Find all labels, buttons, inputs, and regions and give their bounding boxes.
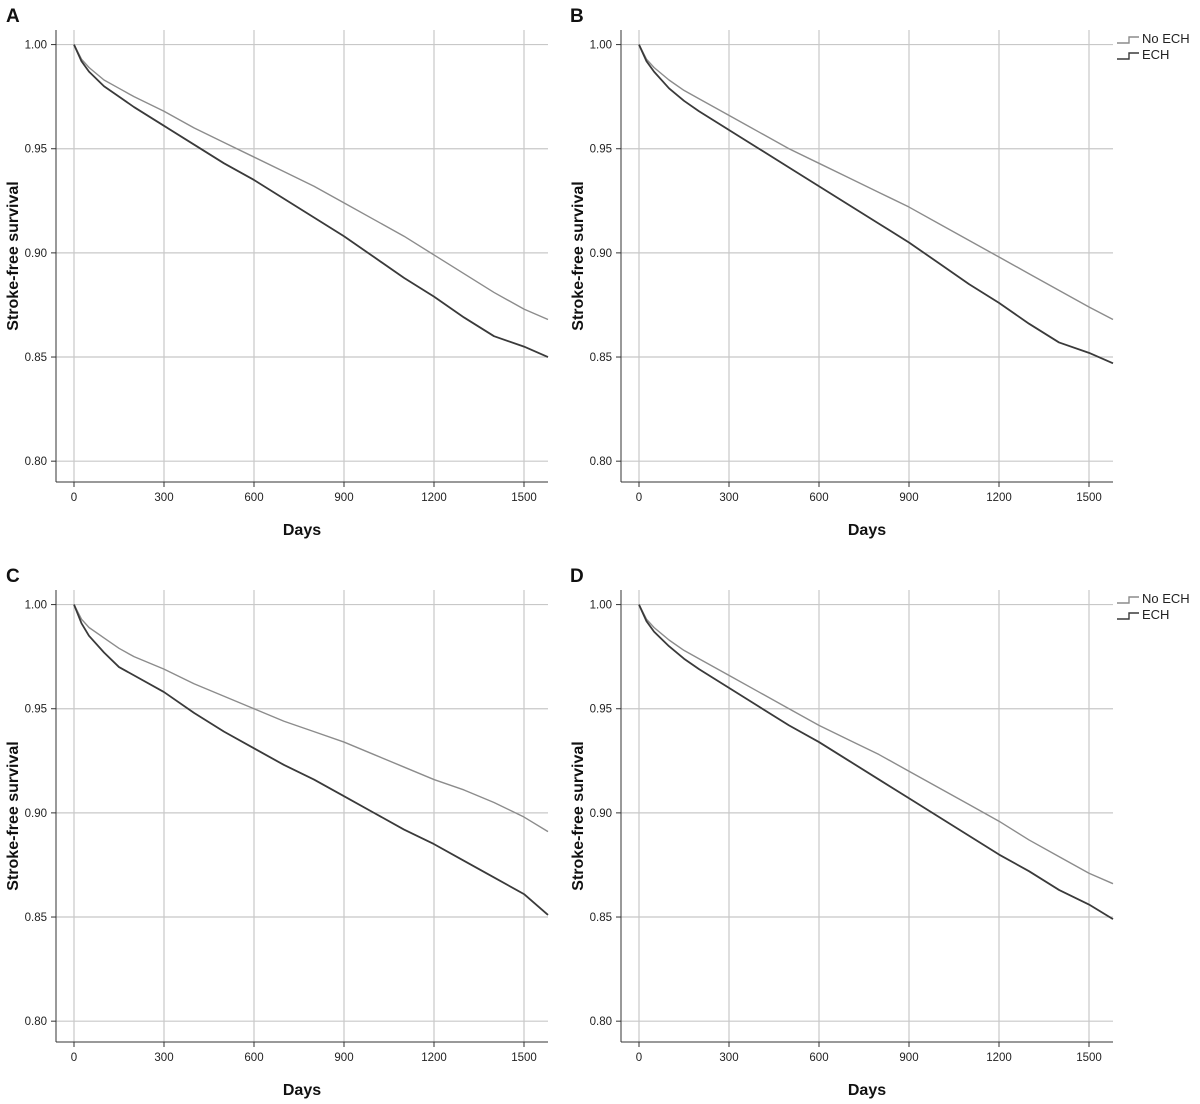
x-axis-title: Days bbox=[848, 522, 886, 539]
panel-b: B 0 300 600 900 1200 1500 0.80 0.85 0.90 0.95 1.00 D… bbox=[570, 6, 1190, 539]
x-tick-label: 1500 bbox=[1076, 1052, 1102, 1064]
x-tick-label: 600 bbox=[809, 1052, 828, 1064]
y-tick-label: 0.80 bbox=[25, 456, 47, 468]
x-axis-title: Days bbox=[848, 1082, 886, 1099]
y-tick-label: 0.95 bbox=[25, 704, 47, 716]
x-tick-label: 900 bbox=[899, 1052, 918, 1064]
y-tick-label: 0.85 bbox=[25, 352, 47, 364]
y-tick-label: 0.90 bbox=[590, 808, 612, 820]
x-tick-label: 1200 bbox=[421, 492, 447, 504]
series-line-no-ech bbox=[73, 604, 549, 833]
y-tick-label: 1.00 bbox=[590, 40, 612, 52]
legend-label: ECH bbox=[1142, 607, 1169, 622]
y-tick-label: 0.85 bbox=[25, 912, 47, 924]
series-line-ech bbox=[73, 44, 549, 358]
y-tick-label: 0.90 bbox=[25, 808, 47, 820]
x-axis-title: Days bbox=[283, 1082, 321, 1099]
panel-letter: A bbox=[6, 6, 20, 27]
y-axis-title: Stroke-free survival bbox=[5, 181, 22, 330]
y-tick-label: 0.85 bbox=[590, 352, 612, 364]
y-tick-label: 0.95 bbox=[590, 704, 612, 716]
legend-swatch bbox=[1117, 36, 1139, 44]
y-tick-label: 0.80 bbox=[25, 1016, 47, 1028]
series-line-no-ech bbox=[638, 604, 1114, 885]
panel-letter: D bbox=[570, 566, 584, 587]
y-tick-label: 0.95 bbox=[590, 144, 612, 156]
x-tick-label: 900 bbox=[899, 492, 918, 504]
series-line-ech bbox=[638, 44, 1114, 365]
x-tick-label: 0 bbox=[71, 1052, 77, 1064]
x-tick-label: 0 bbox=[636, 1052, 642, 1064]
series-line-no-ech bbox=[73, 44, 549, 321]
series-line-ech bbox=[638, 604, 1114, 920]
legend-swatch bbox=[1117, 52, 1139, 60]
legend-swatch bbox=[1117, 596, 1139, 604]
y-axis-title: Stroke-free survival bbox=[5, 741, 22, 890]
x-tick-label: 300 bbox=[719, 492, 738, 504]
legend-label: ECH bbox=[1142, 47, 1169, 62]
x-tick-label: 300 bbox=[154, 1052, 173, 1064]
x-tick-label: 1500 bbox=[511, 1052, 537, 1064]
x-tick-label: 0 bbox=[71, 492, 77, 504]
x-tick-label: 600 bbox=[244, 492, 263, 504]
x-tick-label: 900 bbox=[334, 492, 353, 504]
y-tick-label: 1.00 bbox=[590, 600, 612, 612]
y-tick-label: 0.80 bbox=[590, 1016, 612, 1028]
y-tick-label: 1.00 bbox=[25, 40, 47, 52]
x-axis-title: Days bbox=[283, 522, 321, 539]
x-tick-label: 0 bbox=[636, 492, 642, 504]
x-tick-label: 1500 bbox=[1076, 492, 1102, 504]
y-tick-label: 0.85 bbox=[590, 912, 612, 924]
y-axis-title: Stroke-free survival bbox=[570, 181, 587, 330]
y-tick-label: 1.00 bbox=[25, 600, 47, 612]
series-line-ech bbox=[73, 604, 549, 916]
x-tick-label: 900 bbox=[334, 1052, 353, 1064]
x-tick-label: 1200 bbox=[986, 492, 1012, 504]
x-tick-label: 600 bbox=[244, 1052, 263, 1064]
y-axis-title: Stroke-free survival bbox=[570, 741, 587, 890]
panel-d: D 0 300 600 900 1200 1500 0.80 0.85 0.90 0.95 1.00 D… bbox=[570, 566, 1190, 1099]
y-tick-label: 0.95 bbox=[25, 144, 47, 156]
panel-a: A 0 300 600 900 1200 1500 0.80 0.85 0.90 0.95 1.00 D… bbox=[5, 6, 549, 539]
x-tick-label: 1500 bbox=[511, 492, 537, 504]
y-tick-label: 0.90 bbox=[590, 248, 612, 260]
x-tick-label: 600 bbox=[809, 492, 828, 504]
y-tick-label: 0.90 bbox=[25, 248, 47, 260]
x-tick-label: 1200 bbox=[986, 1052, 1012, 1064]
legend-swatch bbox=[1117, 612, 1139, 620]
series-line-no-ech bbox=[638, 44, 1114, 321]
x-tick-label: 300 bbox=[719, 1052, 738, 1064]
legend-label: No ECH bbox=[1142, 31, 1190, 46]
panel-letter: B bbox=[570, 6, 584, 27]
legend-label: No ECH bbox=[1142, 591, 1190, 606]
panel-c: C 0 300 600 900 1200 1500 0.80 0.85 0.90 0.95 1.00 D… bbox=[5, 566, 549, 1099]
x-tick-label: 1200 bbox=[421, 1052, 447, 1064]
panel-letter: C bbox=[6, 566, 20, 587]
x-tick-label: 300 bbox=[154, 492, 173, 504]
y-tick-label: 0.80 bbox=[590, 456, 612, 468]
